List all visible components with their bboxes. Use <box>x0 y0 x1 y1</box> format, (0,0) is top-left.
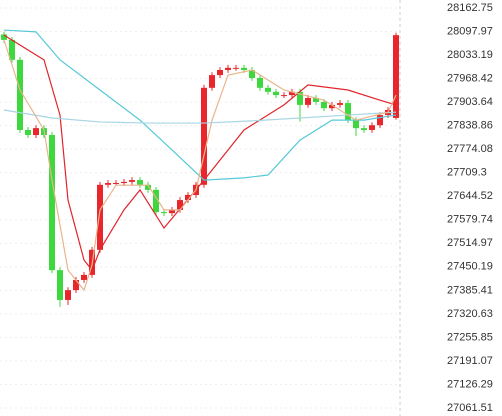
candle-body <box>65 290 71 300</box>
candle-body <box>129 180 135 182</box>
candle-body <box>49 135 55 271</box>
candle-body <box>393 35 399 118</box>
y-tick-label: 27514.97 <box>447 237 493 249</box>
y-tick-label: 27450.19 <box>447 261 493 273</box>
candle-body <box>361 128 367 130</box>
candle-body <box>345 103 351 121</box>
candle-body <box>161 212 167 214</box>
y-tick-label: 27126.29 <box>447 378 493 390</box>
candle-body <box>297 91 303 105</box>
candle-body <box>153 189 159 213</box>
candle-body <box>233 67 239 69</box>
candle-body <box>17 59 23 130</box>
candle-body <box>81 274 87 280</box>
candle-body <box>273 91 279 96</box>
candle-body <box>25 129 31 136</box>
candle-body <box>113 182 119 184</box>
candle-body <box>265 87 271 92</box>
y-tick-label: 27579.74 <box>447 214 493 226</box>
candle-body <box>313 97 319 102</box>
candle-body <box>105 182 111 185</box>
candle-body <box>369 125 375 130</box>
candle-body <box>249 70 255 79</box>
moving-average-line <box>3 34 397 272</box>
candle-body <box>321 101 327 109</box>
candle-body <box>281 95 287 97</box>
candle-body <box>329 104 335 109</box>
candle-body <box>225 67 231 71</box>
moving-average-line <box>3 39 397 292</box>
candle-body <box>177 200 183 210</box>
candle-body <box>169 209 175 214</box>
moving-average-line <box>3 109 397 124</box>
candle-body <box>1 34 7 40</box>
y-tick-label: 28097.97 <box>447 25 493 37</box>
y-tick-label: 28162.75 <box>447 2 493 14</box>
y-tick-label: 27774.08 <box>447 143 493 155</box>
moving-average-line <box>3 29 397 181</box>
candle-body <box>257 78 263 88</box>
y-tick-label: 28033.19 <box>447 49 493 61</box>
y-tick-label: 27385.41 <box>447 284 493 296</box>
candle-body <box>217 70 223 76</box>
y-tick-label: 27968.42 <box>447 72 493 84</box>
candle-body <box>33 128 39 136</box>
candle-body <box>201 87 207 185</box>
candle-body <box>73 279 79 291</box>
y-tick-label: 27644.52 <box>447 190 493 202</box>
candle-body <box>9 39 15 60</box>
candle-body <box>209 75 215 88</box>
candle-body <box>353 120 359 129</box>
y-tick-label: 27903.64 <box>447 96 493 108</box>
candle-body <box>97 184 103 250</box>
candle-body <box>305 97 311 105</box>
candle-body <box>289 91 295 96</box>
candle-body <box>137 180 143 185</box>
candle-body <box>185 194 191 201</box>
y-tick-label: 27838.86 <box>447 120 493 132</box>
y-tick-label: 27191.07 <box>447 355 493 367</box>
y-tick-label: 27709.3 <box>447 167 487 179</box>
y-tick-label: 27061.51 <box>447 402 493 414</box>
candle-body <box>121 181 127 183</box>
candle-body <box>57 270 63 300</box>
candle-body <box>145 184 151 190</box>
y-tick-label: 27320.63 <box>447 308 493 320</box>
candle-body <box>241 67 247 71</box>
candle-body <box>337 103 343 105</box>
candle-body <box>377 115 383 126</box>
y-tick-label: 27255.85 <box>447 331 493 343</box>
